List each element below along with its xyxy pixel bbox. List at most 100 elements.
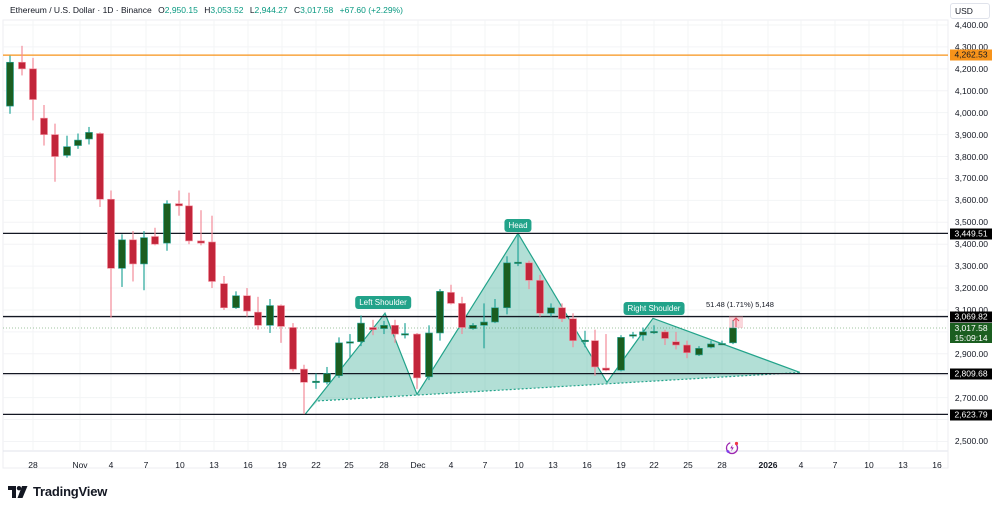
candle[interactable] (74, 133, 82, 149)
candle[interactable] (639, 327, 647, 341)
candle[interactable] (151, 227, 159, 246)
candle[interactable] (650, 325, 658, 335)
price-label-neckline-level: 3,069.82 (950, 311, 992, 323)
head-shoulders-pattern-fill[interactable] (305, 233, 800, 415)
price-axis[interactable]: 4,400.00 4,300.00 4,200.00 4,100.00 4,000.00… (948, 0, 1000, 470)
logo-text: TradingView (33, 484, 108, 499)
time-tick: 4 (798, 460, 804, 470)
candle[interactable] (436, 289, 444, 341)
time-tick: 28 (717, 460, 727, 470)
candle[interactable] (197, 210, 205, 246)
candle[interactable] (536, 274, 544, 317)
candle[interactable] (525, 260, 533, 290)
candle[interactable] (335, 337, 343, 378)
candle[interactable] (683, 340, 691, 359)
candle[interactable] (558, 303, 566, 323)
candle[interactable] (140, 231, 148, 291)
candle[interactable] (266, 299, 274, 333)
neckline-dashed[interactable] (317, 371, 801, 402)
candle[interactable] (312, 373, 320, 389)
candle[interactable] (425, 325, 433, 381)
current-price-label: 3,017.58 15:09:14 (950, 323, 992, 343)
candle[interactable] (277, 304, 285, 343)
candle[interactable] (458, 296, 466, 335)
left-shoulder-label[interactable]: Left Shoulder (355, 296, 411, 309)
candle[interactable] (391, 319, 399, 343)
candle[interactable] (591, 329, 599, 376)
right-shoulder-label[interactable]: Right Shoulder (623, 302, 685, 315)
candle[interactable] (491, 299, 499, 324)
candle[interactable] (480, 303, 488, 349)
bar-countdown: 15:09:14 (954, 333, 988, 343)
candle[interactable] (254, 296, 262, 330)
candle[interactable] (707, 340, 715, 349)
time-tick: 22 (649, 460, 659, 470)
candle[interactable] (547, 303, 555, 317)
candle[interactable] (129, 231, 137, 282)
price-tick: 4,100.00 (954, 85, 988, 96)
candle[interactable] (503, 256, 511, 315)
time-tick: 25 (344, 460, 354, 470)
candle[interactable] (469, 323, 477, 330)
time-tick: 28 (28, 460, 38, 470)
head-label[interactable]: Head (504, 219, 532, 232)
candle[interactable] (232, 291, 240, 309)
price-tick: 4,200.00 (954, 63, 988, 74)
candle[interactable] (369, 319, 377, 336)
candle[interactable] (243, 288, 251, 317)
tradingview-logo[interactable]: TradingView (8, 484, 107, 499)
low-value: 2,944.27 (254, 5, 288, 15)
candle[interactable] (661, 329, 669, 346)
current-price: 3,017.58 (954, 323, 988, 333)
candle[interactable] (63, 135, 71, 158)
candle[interactable] (163, 200, 171, 251)
candle[interactable] (185, 192, 193, 245)
candle[interactable] (617, 335, 625, 372)
price-tick: 3,700.00 (954, 173, 988, 184)
candle[interactable] (629, 331, 637, 339)
open-value: 2,950.15 (164, 5, 198, 15)
candle[interactable] (346, 334, 354, 359)
candle[interactable] (6, 55, 14, 114)
measure-readout: 51.48 (1.71%) 5,148 (706, 300, 774, 309)
candle[interactable] (602, 334, 610, 372)
time-tick: 10 (514, 460, 524, 470)
candle[interactable] (323, 366, 331, 385)
candle[interactable] (569, 313, 577, 348)
candle[interactable] (729, 320, 737, 345)
price-tick: 3,900.00 (954, 129, 988, 140)
lightning-indicator-icon[interactable] (724, 440, 740, 461)
price-tick: 4,400.00 (954, 20, 988, 30)
candle[interactable] (208, 215, 216, 289)
candle[interactable] (672, 331, 680, 350)
price-tick: 2,700.00 (954, 392, 988, 403)
currency-label[interactable]: USD (950, 3, 990, 19)
symbol-title: Ethereum / U.S. Dollar · 1D · Binance (10, 5, 152, 15)
candle[interactable] (401, 323, 409, 339)
tradingview-logo-icon (8, 485, 28, 498)
close-value: 3,017.58 (300, 5, 334, 15)
candle[interactable] (514, 235, 522, 267)
candle[interactable] (718, 340, 726, 346)
candle[interactable] (581, 330, 589, 348)
candle[interactable] (380, 320, 388, 335)
candle[interactable] (220, 275, 228, 310)
candle[interactable] (289, 323, 297, 372)
candle[interactable] (96, 132, 104, 207)
candle[interactable] (29, 57, 37, 121)
candle[interactable] (40, 105, 48, 146)
candle[interactable] (175, 190, 183, 216)
candle[interactable] (85, 126, 93, 145)
candle[interactable] (695, 346, 703, 356)
candle[interactable] (118, 234, 126, 287)
candle[interactable] (300, 364, 308, 415)
candle[interactable] (18, 45, 26, 76)
price-tick: 3,400.00 (954, 239, 988, 250)
candle[interactable] (413, 332, 421, 389)
price-tick: 3,200.00 (954, 283, 988, 294)
candle[interactable] (357, 315, 365, 347)
candle[interactable] (447, 284, 455, 305)
candle[interactable] (51, 123, 59, 182)
candle[interactable] (107, 190, 115, 318)
